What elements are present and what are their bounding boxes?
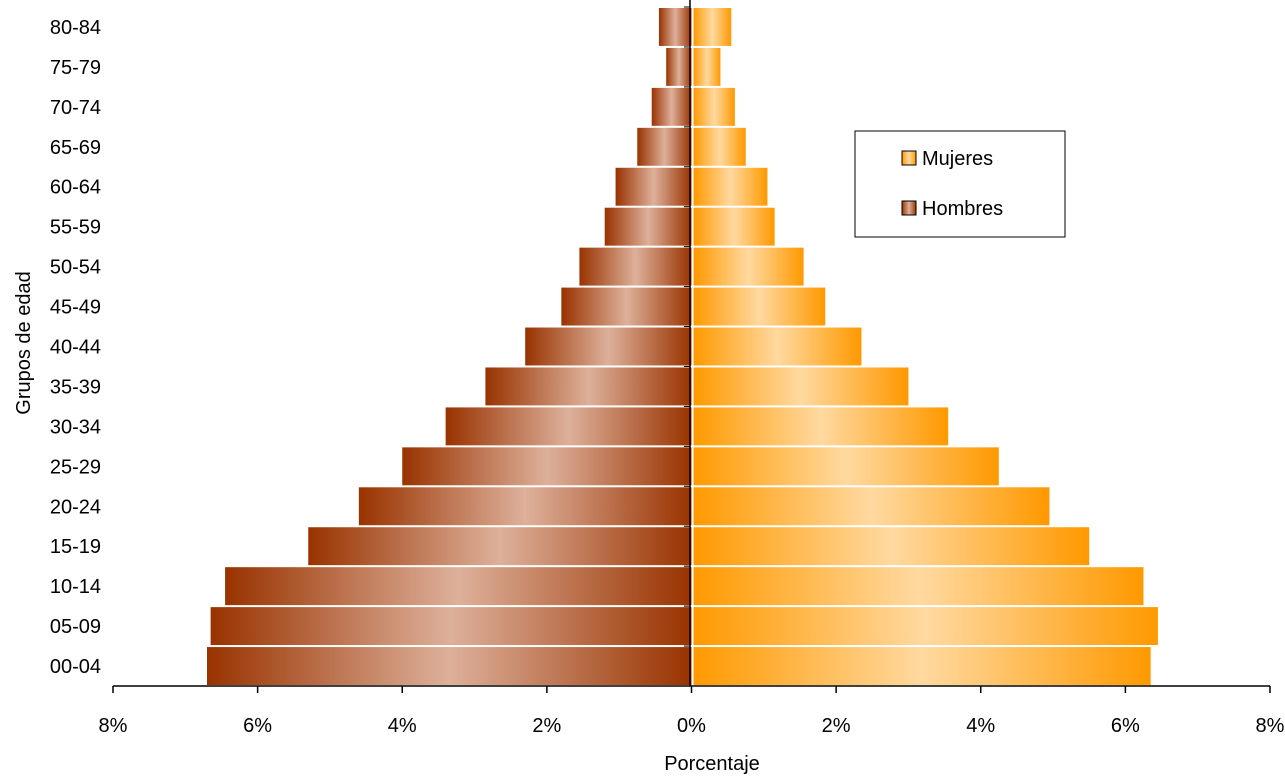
- x-axis-tick-labels: 8% 6% 4% 2% 0% 2% 4% 6% 8%: [99, 715, 1285, 737]
- y-axis-ticks: [684, 6, 690, 687]
- y-tick-label-60-64: 60-64: [50, 177, 101, 199]
- x-axis-title: Porcentaje: [664, 753, 760, 775]
- y-tick-label-75-79: 75-79: [50, 57, 101, 79]
- bar-hombres-05-09: [210, 607, 692, 646]
- bar-mujeres-05-09: [693, 607, 1158, 646]
- bar-hombres-25-29: [402, 447, 692, 486]
- bar-mujeres-60-64: [693, 167, 768, 206]
- bar-hombres-45-49: [561, 287, 692, 326]
- y-tick-label-65-69: 65-69: [50, 137, 101, 159]
- y-tick-label-00-04: 00-04: [50, 656, 101, 678]
- y-tick-label-45-49: 45-49: [50, 297, 101, 319]
- y-tick-label-25-29: 25-29: [50, 456, 101, 478]
- bar-mujeres-15-19: [693, 527, 1090, 566]
- y-tick-label-20-24: 20-24: [50, 496, 101, 518]
- bar-hombres-70-74: [651, 87, 692, 126]
- bar-mujeres-55-59: [693, 207, 775, 246]
- bar-hombres-35-39: [485, 367, 692, 406]
- bar-hombres-40-44: [525, 327, 692, 366]
- bar-hombres-55-59: [604, 207, 692, 246]
- bar-mujeres-65-69: [693, 127, 746, 166]
- y-axis-tick-labels: 00-04 05-09 10-14 15-19 20-24 25-29 30-34 35-39…: [50, 17, 101, 678]
- bar-hombres-10-14: [225, 567, 692, 606]
- male-bars: [207, 8, 692, 685]
- bar-mujeres-75-79: [693, 47, 721, 86]
- x-tick-label: 8%: [99, 715, 128, 737]
- x-tick-label: 8%: [1256, 715, 1285, 737]
- legend-label-hombres: Hombres: [922, 198, 1003, 220]
- bar-mujeres-20-24: [693, 487, 1050, 526]
- legend-box: [854, 130, 1066, 238]
- bar-mujeres-40-44: [693, 327, 862, 366]
- bar-mujeres-45-49: [693, 287, 826, 326]
- bar-mujeres-00-04: [693, 647, 1151, 685]
- y-tick-label-50-54: 50-54: [50, 257, 101, 279]
- bar-mujeres-30-34: [693, 407, 949, 446]
- legend: Mujeres Hombres: [854, 130, 1066, 238]
- female-bars: [693, 8, 1158, 685]
- bar-mujeres-35-39: [693, 367, 909, 406]
- y-tick-label-05-09: 05-09: [50, 616, 101, 638]
- y-tick-label-55-59: 55-59: [50, 217, 101, 239]
- bar-hombres-60-64: [615, 167, 692, 206]
- legend-label-mujeres: Mujeres: [922, 148, 993, 170]
- x-tick-label: 4%: [966, 715, 995, 737]
- bar-hombres-30-34: [445, 407, 692, 446]
- y-tick-label-15-19: 15-19: [50, 536, 101, 558]
- y-tick-label-30-34: 30-34: [50, 416, 101, 438]
- legend-swatch-hombres: [901, 200, 917, 216]
- y-tick-label-40-44: 40-44: [50, 337, 101, 359]
- bar-hombres-20-24: [358, 487, 692, 526]
- x-tick-label: 2%: [822, 715, 851, 737]
- bar-hombres-80-84: [658, 8, 692, 46]
- plot-area: [112, 0, 1271, 693]
- x-tick-label: 6%: [243, 715, 272, 737]
- y-tick-label-80-84: 80-84: [50, 17, 101, 39]
- bar-hombres-15-19: [308, 527, 692, 566]
- y-tick-label-70-74: 70-74: [50, 97, 101, 119]
- x-tick-label: 2%: [532, 715, 561, 737]
- x-tick-label: 4%: [388, 715, 417, 737]
- bar-mujeres-70-74: [693, 87, 735, 126]
- legend-swatch-mujeres: [901, 150, 917, 166]
- y-tick-label-10-14: 10-14: [50, 576, 101, 598]
- bar-hombres-75-79: [666, 47, 692, 86]
- y-axis-title: Grupos de edad: [13, 271, 35, 414]
- y-tick-label-35-39: 35-39: [50, 376, 101, 398]
- x-axis-ticks: [112, 686, 1271, 693]
- bar-hombres-00-04: [207, 647, 692, 685]
- x-tick-label: 0%: [677, 715, 706, 737]
- x-tick-label: 6%: [1111, 715, 1140, 737]
- bar-hombres-50-54: [579, 247, 692, 286]
- bar-hombres-65-69: [637, 127, 692, 166]
- bar-mujeres-50-54: [693, 247, 804, 286]
- bar-mujeres-10-14: [693, 567, 1144, 606]
- bar-mujeres-80-84: [693, 8, 732, 46]
- bar-mujeres-25-29: [693, 447, 999, 486]
